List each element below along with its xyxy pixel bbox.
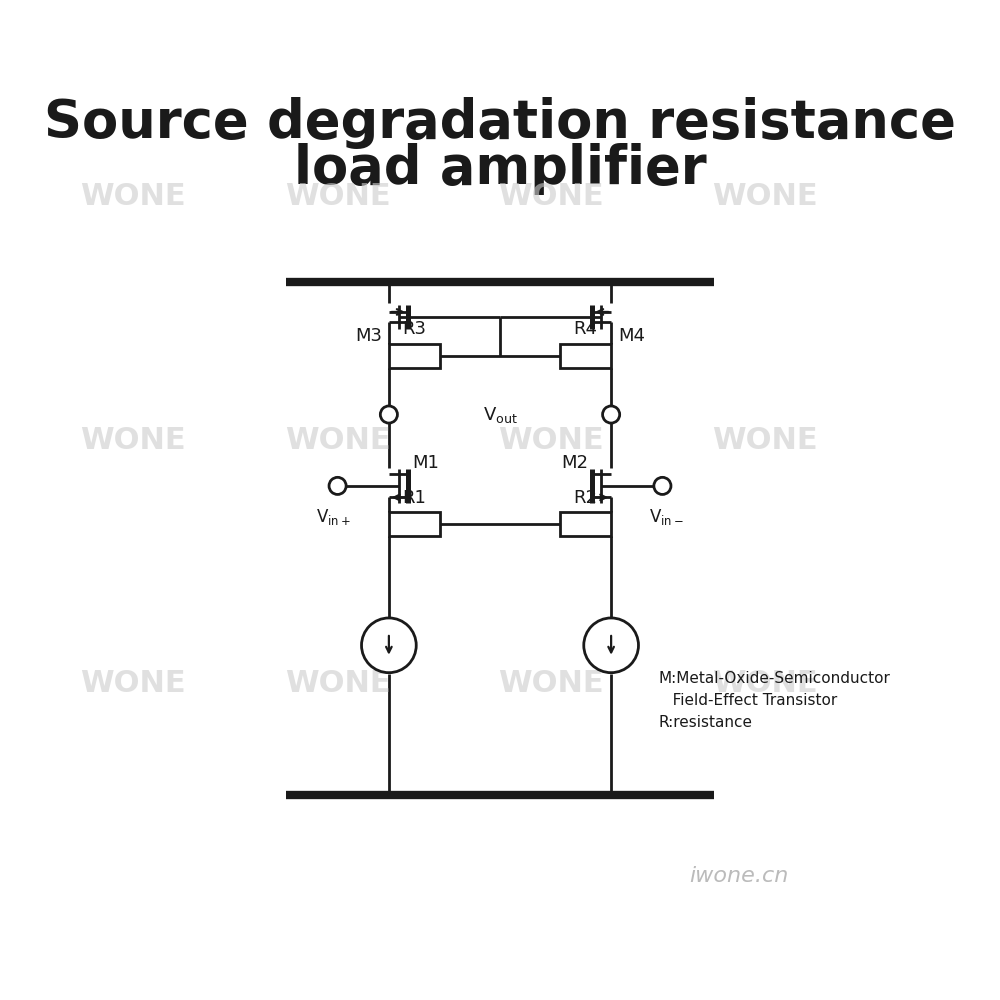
Text: R3: R3 [403, 320, 427, 338]
Text: WONE: WONE [712, 669, 818, 698]
Ellipse shape [584, 618, 638, 673]
Text: WONE: WONE [80, 182, 185, 211]
Bar [560, 344, 611, 368]
Circle shape [380, 406, 397, 423]
Ellipse shape [362, 618, 416, 673]
Text: V$_\mathregular{in+}$: V$_\mathregular{in+}$ [316, 507, 351, 527]
Text: iwone.cn: iwone.cn [690, 866, 789, 886]
Text: V$_\mathregular{out}$: V$_\mathregular{out}$ [483, 405, 517, 425]
Text: WONE: WONE [285, 426, 390, 455]
Text: WONE: WONE [285, 669, 390, 698]
Text: WONE: WONE [712, 426, 818, 455]
Circle shape [654, 477, 671, 494]
Text: WONE: WONE [285, 182, 390, 211]
Text: M:Metal-Oxide-Semiconductor
   Field-Effect Transistor
R:resistance: M:Metal-Oxide-Semiconductor Field-Effect… [658, 671, 890, 730]
Text: M2: M2 [561, 454, 588, 472]
Text: M1: M1 [412, 454, 439, 472]
Text: WONE: WONE [498, 426, 604, 455]
Circle shape [329, 477, 346, 494]
Bar [389, 512, 440, 536]
Text: R1: R1 [403, 489, 426, 507]
Text: M4: M4 [618, 327, 645, 345]
Text: WONE: WONE [80, 426, 185, 455]
Text: WONE: WONE [498, 182, 604, 211]
Text: WONE: WONE [498, 669, 604, 698]
Bar [389, 344, 440, 368]
Circle shape [603, 406, 620, 423]
Text: load amplifier: load amplifier [294, 143, 706, 195]
Text: Source degradation resistance: Source degradation resistance [44, 97, 956, 149]
Text: WONE: WONE [80, 669, 185, 698]
Text: WONE: WONE [712, 182, 818, 211]
Text: R4: R4 [573, 320, 597, 338]
Text: R2: R2 [573, 489, 597, 507]
Text: M3: M3 [355, 327, 382, 345]
Bar [560, 512, 611, 536]
Text: V$_\mathregular{in-}$: V$_\mathregular{in-}$ [649, 507, 684, 527]
